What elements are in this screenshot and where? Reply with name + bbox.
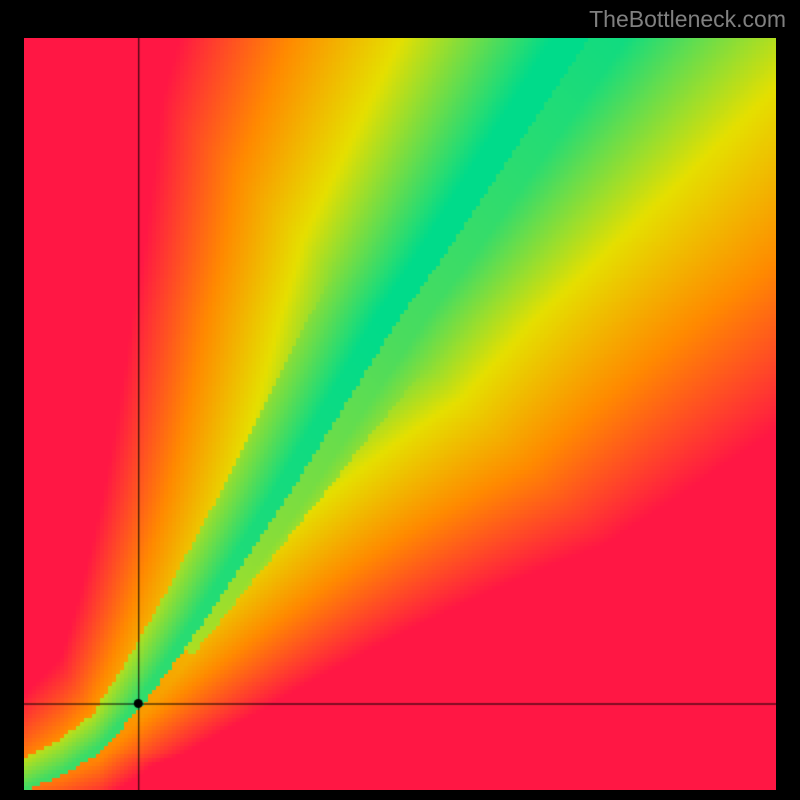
watermark-text: TheBottleneck.com xyxy=(589,6,786,33)
heatmap-canvas xyxy=(24,38,776,790)
bottleneck-heatmap xyxy=(24,38,776,790)
